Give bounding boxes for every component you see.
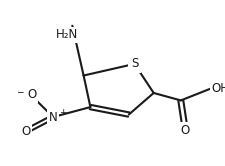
Text: O: O — [27, 88, 36, 101]
Text: H₂N: H₂N — [55, 28, 77, 41]
Text: −: − — [16, 87, 24, 96]
Text: S: S — [130, 57, 137, 70]
Text: +: + — [58, 108, 66, 117]
Text: N: N — [49, 111, 57, 124]
Text: O: O — [21, 125, 30, 138]
Text: O: O — [180, 124, 189, 137]
Text: OH: OH — [210, 82, 225, 95]
